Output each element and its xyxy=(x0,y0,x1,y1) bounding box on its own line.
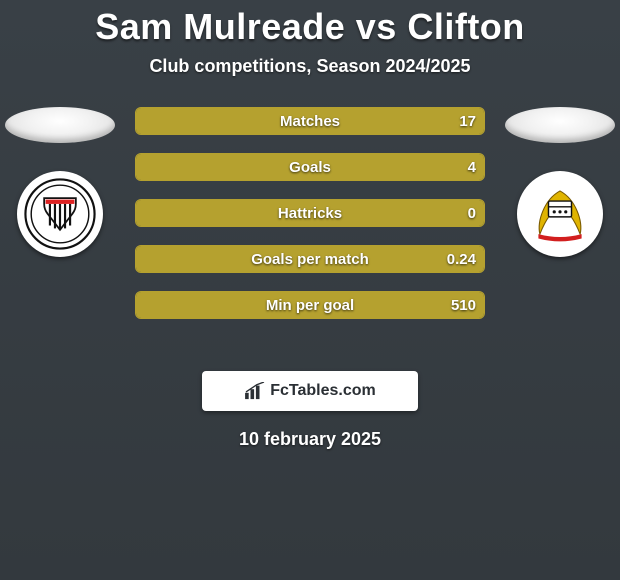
stat-row: Goals 4 xyxy=(135,153,485,181)
stat-label: Matches xyxy=(280,108,340,134)
doncaster-crest-icon xyxy=(524,178,596,250)
stat-label: Min per goal xyxy=(266,292,354,318)
stat-row: Hattricks 0 xyxy=(135,199,485,227)
stat-value-right: 4 xyxy=(468,154,476,180)
stat-value-right: 17 xyxy=(459,108,476,134)
stat-label: Goals per match xyxy=(251,246,369,272)
bar-chart-icon xyxy=(244,382,266,400)
comparison-panel: Matches 17 Goals 4 Hattricks 0 Goals per match… xyxy=(0,107,620,357)
page-subtitle: Club competitions, Season 2024/2025 xyxy=(0,56,620,77)
stat-label: Goals xyxy=(289,154,331,180)
stat-value-right: 510 xyxy=(451,292,476,318)
stat-value-right: 0 xyxy=(468,200,476,226)
stat-row: Min per goal 510 xyxy=(135,291,485,319)
date-text: 10 february 2025 xyxy=(0,429,620,450)
stat-bars: Matches 17 Goals 4 Hattricks 0 Goals per match… xyxy=(135,107,485,337)
stat-row: Matches 17 xyxy=(135,107,485,135)
player-right-face xyxy=(505,107,615,143)
stat-row: Goals per match 0.24 xyxy=(135,245,485,273)
player-right xyxy=(500,107,620,257)
brand-badge: FcTables.com xyxy=(202,371,418,411)
player-left xyxy=(0,107,120,257)
player-right-crest xyxy=(517,171,603,257)
stat-label: Hattricks xyxy=(278,200,342,226)
grimsby-crest-icon xyxy=(24,178,96,250)
player-left-crest xyxy=(17,171,103,257)
brand-text: FcTables.com xyxy=(270,382,376,400)
page-title: Sam Mulreade vs Clifton xyxy=(0,0,620,48)
player-left-face xyxy=(5,107,115,143)
stat-value-right: 0.24 xyxy=(447,246,476,272)
